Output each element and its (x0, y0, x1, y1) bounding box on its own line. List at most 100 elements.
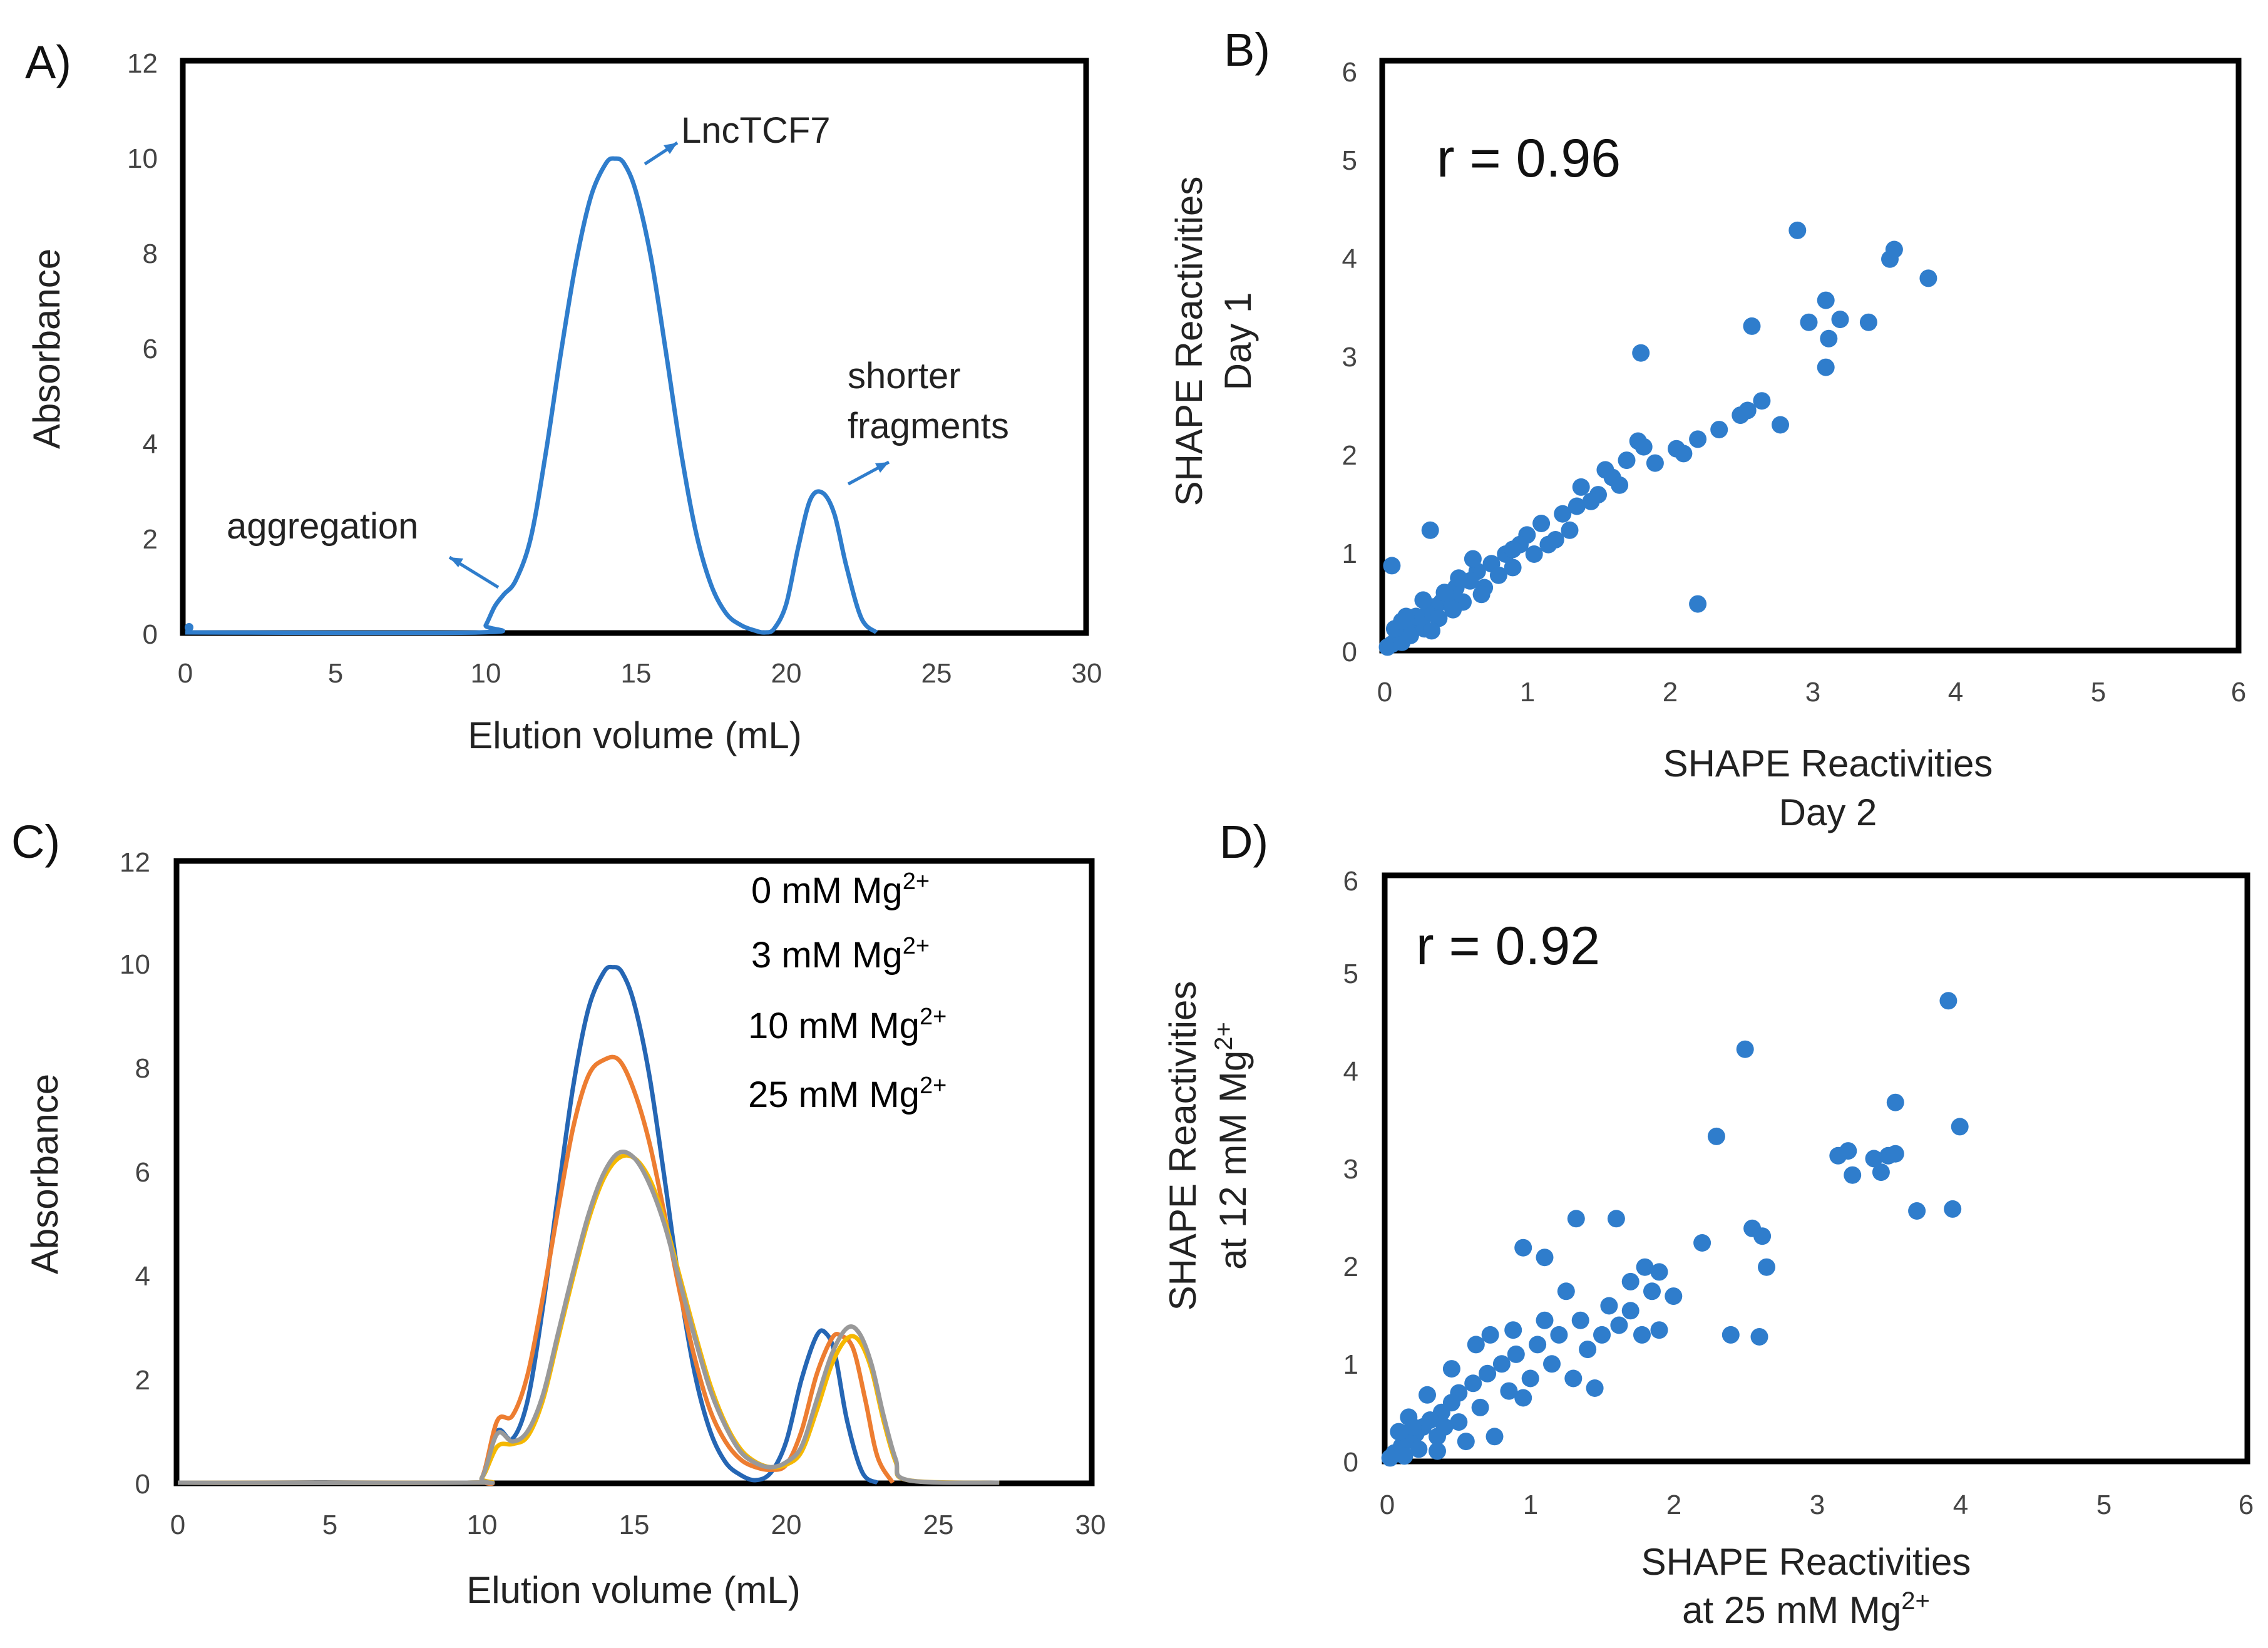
panel-c-y-tick: 12 (120, 847, 150, 878)
panel-b-scatter-point (1504, 540, 1522, 559)
legend-25mm-label: 25 mM Mg (748, 1074, 920, 1115)
panel-c-series-line-0 (177, 964, 879, 1486)
panel-b-scatter-point (1919, 269, 1937, 287)
panel-d-scatter-point (1529, 1336, 1547, 1354)
panel-d-correlation-label: r = 0.92 (1416, 916, 1600, 976)
panel-a-y-ticks: 0 2 4 6 8 10 12 (127, 48, 158, 650)
annotation-fragments: fragments (848, 406, 1009, 446)
panel-d-x-axis-label-line2-text: at 25 mM Mg (1682, 1589, 1901, 1631)
panel-b-scatter-point (1572, 478, 1590, 496)
panel-c-x-tick: 30 (1075, 1510, 1106, 1540)
panel-d-scatter-point (1429, 1442, 1446, 1460)
panel-c-y-tick: 6 (135, 1157, 150, 1188)
panel-d-scatter-point (1865, 1150, 1883, 1168)
panel-b-correlation-label: r = 0.96 (1437, 128, 1621, 188)
panel-d-y-tick: 2 (1343, 1252, 1358, 1282)
panel-c-x-tick: 20 (771, 1510, 802, 1540)
panel-b-scatter-point (1800, 313, 1818, 331)
panel-d-scatter-point (1457, 1433, 1475, 1451)
legend-0mm-sup: 2+ (903, 868, 930, 895)
panel-d-scatter-point (1886, 1145, 1904, 1163)
legend-25mm-sup: 2+ (920, 1073, 947, 1099)
panel-b: B) 0 1 2 3 4 5 6 0 1 2 3 4 5 6 SHAPE Rea… (1168, 24, 2246, 833)
panel-b-scatter-point (1401, 627, 1419, 644)
panel-a-x-tick: 30 (1072, 658, 1102, 689)
panel-d-x-tick: 1 (1523, 1490, 1538, 1520)
panel-b-scatter-point (1634, 438, 1653, 456)
panel-b-scatter-point (1743, 317, 1761, 335)
panel-d-scatter-point (1939, 992, 1958, 1010)
panel-d-y-tick: 3 (1343, 1154, 1358, 1185)
panel-b-scatter-point (1568, 497, 1586, 515)
panel-d-scatter-point (1886, 1093, 1904, 1111)
panel-d-scatter-point (1844, 1166, 1862, 1184)
panel-a-x-tick: 20 (771, 658, 802, 689)
panel-d-scatter-point (1944, 1200, 1962, 1218)
panel-d-label: D) (1219, 816, 1268, 868)
panel-d-points (1381, 992, 1969, 1467)
panel-b-y-tick: 3 (1342, 342, 1357, 373)
panel-b-scatter-point (1646, 454, 1664, 472)
panel-c-series-line-1 (177, 1054, 895, 1486)
panel-c-x-tick: 10 (467, 1510, 498, 1540)
panel-a-x-tick: 15 (621, 658, 652, 689)
panel-b-scatter-point (1561, 521, 1579, 539)
panel-d-scatter-point (1872, 1163, 1890, 1182)
panel-d-scatter-point (1951, 1118, 1969, 1136)
panel-c-x-tick: 25 (923, 1510, 954, 1540)
panel-b-scatter-point (1817, 358, 1835, 376)
panel-c-plot-frame (173, 858, 1095, 1486)
arrow-head-lnctcf7 (664, 143, 677, 154)
panel-d-scatter-point (1467, 1336, 1485, 1354)
panel-b-scatter-point (1732, 406, 1750, 425)
panel-a-label: A) (25, 36, 71, 88)
panel-d-x-axis-label-line2: at 25 mM Mg2+ (1682, 1587, 1930, 1631)
panel-d-x-tick: 5 (2096, 1490, 2111, 1520)
panel-d-scatter-point (1753, 1227, 1772, 1245)
panel-b-scatter-point (1859, 313, 1877, 331)
panel-c-x-axis-label: Elution volume (mL) (466, 1569, 801, 1611)
panel-d-scatter-point (1550, 1326, 1568, 1344)
panel-b-x-axis-label-line1: SHAPE Reactivities (1663, 743, 1993, 785)
panel-d-scatter-point (1381, 1449, 1399, 1467)
legend-3mm-sup: 2+ (903, 933, 930, 959)
panel-a-x-tick: 5 (328, 658, 343, 689)
panel-d-scatter-point (1543, 1355, 1561, 1373)
legend-3mm: 3 mM Mg2+ (751, 933, 930, 976)
panel-b-y-tick: 4 (1342, 244, 1357, 274)
panel-a-y-tick: 6 (143, 334, 158, 364)
panel-a-y-tick: 2 (143, 524, 158, 555)
panel-d-scatter-point (1485, 1428, 1504, 1446)
panel-d-scatter-point (1621, 1302, 1639, 1320)
legend-25mm: 25 mM Mg2+ (748, 1073, 947, 1115)
panel-b-x-axis-label-line2: Day 2 (1779, 791, 1877, 833)
panel-d-scatter-point (1395, 1447, 1414, 1465)
panel-d-y-tick: 0 (1343, 1447, 1358, 1478)
panel-a-y-tick: 12 (127, 48, 158, 79)
panel-b-scatter-point (1554, 505, 1572, 523)
annotation-shorter: shorter (848, 356, 961, 396)
panel-a-y-axis-label: Absorbance (26, 249, 68, 449)
panel-d-scatter-point (1557, 1282, 1575, 1300)
panel-b-scatter-point (1689, 595, 1707, 613)
panel-d-scatter-point (1479, 1364, 1497, 1383)
panel-d-y-tick: 1 (1343, 1349, 1358, 1380)
panel-b-scatter-point (1689, 430, 1707, 448)
panel-b-scatter-point (1504, 559, 1522, 577)
panel-c-y-tick: 2 (135, 1365, 150, 1396)
panel-b-scatter-point (1472, 585, 1491, 604)
panel-b-scatter-point (1788, 221, 1807, 239)
panel-c-x-ticks: 0 5 10 15 20 25 30 (170, 1510, 1106, 1540)
annotation-lnctcf7: LncTCF7 (681, 110, 831, 151)
panel-d-scatter-point (1722, 1326, 1740, 1344)
panel-d-x-tick: 0 (1380, 1490, 1395, 1520)
panel-b-y-tick: 6 (1342, 57, 1357, 88)
panel-d-y-axis-label-line1: SHAPE Reactivities (1162, 981, 1204, 1311)
panel-b-y-tick: 1 (1342, 538, 1357, 569)
panel-b-scatter-point (1464, 550, 1482, 568)
panel-a-plot-frame (180, 58, 1089, 636)
panel-d-scatter-point (1500, 1382, 1518, 1400)
panel-a-x-tick: 10 (471, 658, 501, 689)
panel-d-scatter-point (1736, 1040, 1754, 1058)
